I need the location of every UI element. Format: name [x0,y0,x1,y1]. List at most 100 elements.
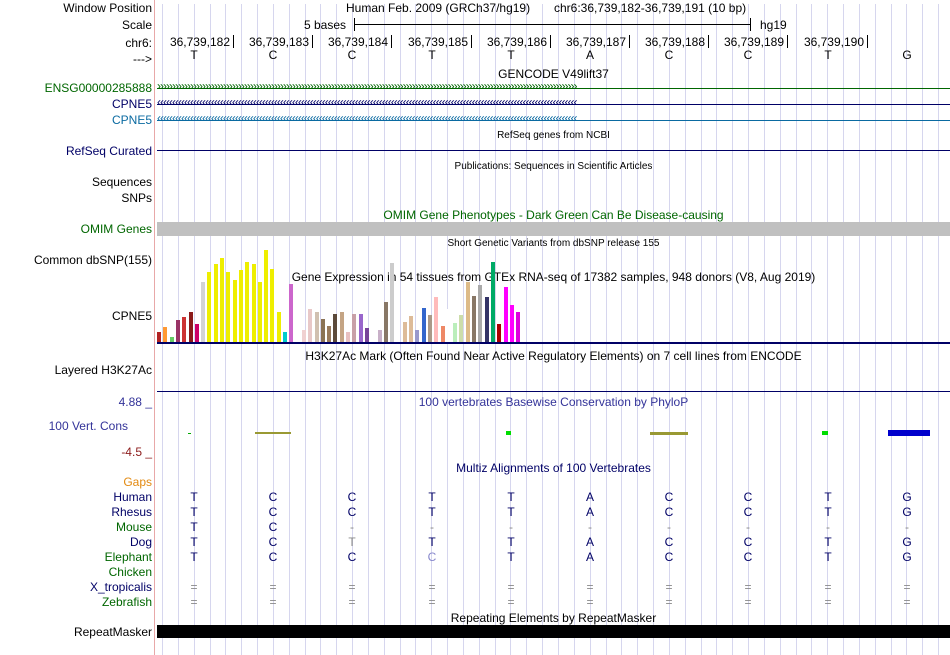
alignment-base: G [902,550,912,564]
sequence-base: T [190,48,198,62]
h3k27ac-baseline [157,391,950,392]
alignment-base: C [743,505,753,519]
species-label[interactable]: Mouse [115,520,152,534]
grid-line [542,4,543,655]
alignment-base: - [746,520,750,534]
grid-line [796,4,797,655]
gtex-tissue-bar [459,315,464,342]
gene-label[interactable]: CPNE5 [111,113,152,127]
alignment-base: C [664,505,674,519]
phylop-score-mark [650,432,688,435]
grid-line [891,4,892,655]
grid-line [257,4,258,655]
phylop-score-mark [822,431,828,435]
gencode-title: GENCODE V49lift37 [498,67,609,81]
gene-strand-arrows[interactable]: ››››››››››››››››››››››››››››››››››››››››… [157,79,577,93]
alignment-base: G [902,490,912,504]
species-label[interactable]: Zebrafish [101,595,152,609]
repeat-feature[interactable] [157,625,950,638]
alignment-base: A [585,550,594,564]
species-label[interactable]: Chicken [108,565,152,579]
alignment-base: = [824,580,832,594]
gtex-label[interactable]: CPNE5 [111,309,152,323]
sequence-base: G [902,48,912,62]
grid-line [669,4,670,655]
alignment-base: C [743,535,753,549]
alignment-base: - [350,520,354,534]
alignment-base: C [268,520,278,534]
omim-feature[interactable] [157,222,950,236]
dbsnp-label[interactable]: Common dbSNP(155) [33,253,152,267]
repeat-label[interactable]: RepeatMasker [73,625,152,639]
alignment-base: = [348,595,356,609]
grid-line [621,4,622,655]
gtex-tissue-bar [402,322,407,342]
sequence-base: T [507,48,515,62]
refseq-feature[interactable] [157,150,950,151]
species-label[interactable]: Elephant [104,550,152,564]
grid-line [685,4,686,655]
omim-label[interactable]: OMIM Genes [80,222,152,236]
alignment-base: T [190,505,198,519]
gtex-tissue-bar [157,332,161,342]
gtex-tissue-bar [377,330,382,342]
phylop-label[interactable]: 100 Vert. Cons [48,419,128,433]
species-label[interactable]: Human [113,490,152,504]
gtex-baseline [157,342,950,344]
species-label[interactable]: Rhesus [111,505,152,519]
alignment-base: T [507,505,515,519]
alignment-base: C [268,490,278,504]
alignment-base: T [507,535,515,549]
alignment-base: A [585,490,594,504]
gtex-tissue-bar [301,330,306,342]
gtex-tissue-bar [232,280,237,342]
gtex-tissue-bar [440,326,445,342]
gtex-tissue-bar [497,324,502,342]
gene-strand-arrows[interactable]: ‹‹‹‹‹‹‹‹‹‹‹‹‹‹‹‹‹‹‹‹‹‹‹‹‹‹‹‹‹‹‹‹‹‹‹‹‹‹‹‹… [157,95,577,109]
gtex-tissue-bar [522,314,527,342]
gtex-tissue-bar [409,316,413,342]
alignment-base: T [824,505,832,519]
alignment-base: C [347,505,357,519]
alignment-base: C [664,535,674,549]
pubs-sequences-label[interactable]: Sequences [91,175,152,189]
h3k27ac-title: H3K27Ac Mark (Often Found Near Active Re… [305,349,802,363]
grid-line [574,4,575,655]
alignment-base: C [664,550,674,564]
gtex-tissue-bar [188,312,193,342]
window-position-label: Window Position [63,1,152,15]
gtex-tissue-bar [289,284,294,342]
gtex-tissue-bar [320,319,325,342]
gtex-tissue-bar [503,287,508,342]
refseq-label[interactable]: RefSeq Curated [65,144,152,158]
h3k27ac-label[interactable]: Layered H3K27Ac [54,363,152,377]
alignment-base: = [744,595,752,609]
gtex-tissue-bar [446,309,451,342]
alignment-base: - [588,520,592,534]
gtex-tissue-bar [383,302,388,342]
gtex-tissue-bar [415,330,420,342]
grid-line [320,4,321,655]
ruler-position: 36,739,186 [486,35,547,49]
alignment-base: C [347,490,357,504]
gene-feature [157,120,950,121]
pubs-snps-label[interactable]: SNPs [121,191,152,205]
repeat-title: Repeating Elements by RepeatMasker [450,611,657,625]
gene-strand-arrows[interactable]: ‹‹‹‹‹‹‹‹‹‹‹‹‹‹‹‹‹‹‹‹‹‹‹‹‹‹‹‹‹‹‹‹‹‹‹‹‹‹‹‹… [157,111,577,125]
strand-arrow-label: ---> [133,52,152,66]
grid-line [732,4,733,655]
alignment-base: = [586,595,594,609]
gtex-tissue-bar [352,314,357,342]
species-label[interactable]: Dog [129,535,152,549]
grid-line [906,4,907,655]
alignment-base: C [268,535,278,549]
gene-label[interactable]: ENSG00000285888 [44,81,152,95]
gtex-tissue-bar [226,272,231,342]
gtex-tissue-bar [283,332,287,342]
grid-line [463,4,464,655]
gene-label[interactable]: CPNE5 [111,97,152,111]
gaps-label[interactable]: Gaps [123,475,152,489]
refseq-title: RefSeq genes from NCBI [497,130,610,141]
species-label[interactable]: X_tropicalis [89,580,152,594]
alignment-base: = [269,595,277,609]
